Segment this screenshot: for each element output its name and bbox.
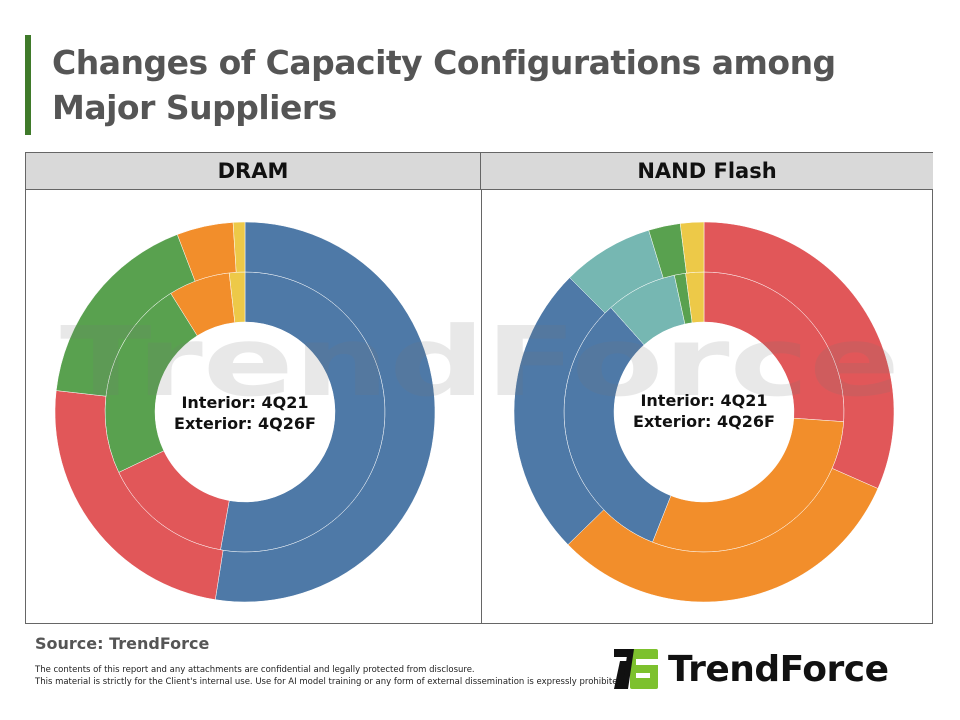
nand-donut — [513, 221, 895, 603]
dram-exterior-segment-0 — [214, 221, 436, 603]
title-accent-bar — [25, 35, 31, 135]
nand-exterior-segment-5 — [679, 221, 705, 274]
panel-divider — [481, 190, 482, 624]
trendforce-logo-icon — [614, 649, 658, 689]
page-title: Changes of Capacity Configurations among… — [52, 43, 836, 127]
dram-donut — [54, 221, 436, 603]
logo-text: TrendForce — [668, 648, 889, 690]
nand-center-label-exterior: Exterior: 4Q26F — [633, 412, 775, 431]
dram-exterior-segment-1 — [54, 390, 224, 600]
nand-header: NAND Flash — [481, 153, 933, 190]
disclaimer-line-1: The contents of this report and any atta… — [35, 665, 475, 675]
dram-center-label-interior: Interior: 4Q21 — [181, 393, 308, 412]
chart-panel: DRAM NAND Flash — [25, 152, 933, 624]
trendforce-logo: TrendForce — [612, 647, 889, 691]
nand-exterior-segment-1 — [567, 468, 879, 603]
dram-center-label-exterior: Exterior: 4Q26F — [174, 414, 316, 433]
dram-header: DRAM — [26, 153, 481, 190]
nand-center-label-interior: Interior: 4Q21 — [640, 391, 767, 410]
source-note: Source: TrendForce — [35, 634, 210, 653]
dram-exterior-segment-4 — [232, 221, 246, 273]
watermark: TrendForce — [60, 306, 900, 418]
disclaimer-line-2: This material is strictly for the Client… — [35, 677, 626, 687]
nand-exterior-segment-0 — [703, 221, 895, 489]
